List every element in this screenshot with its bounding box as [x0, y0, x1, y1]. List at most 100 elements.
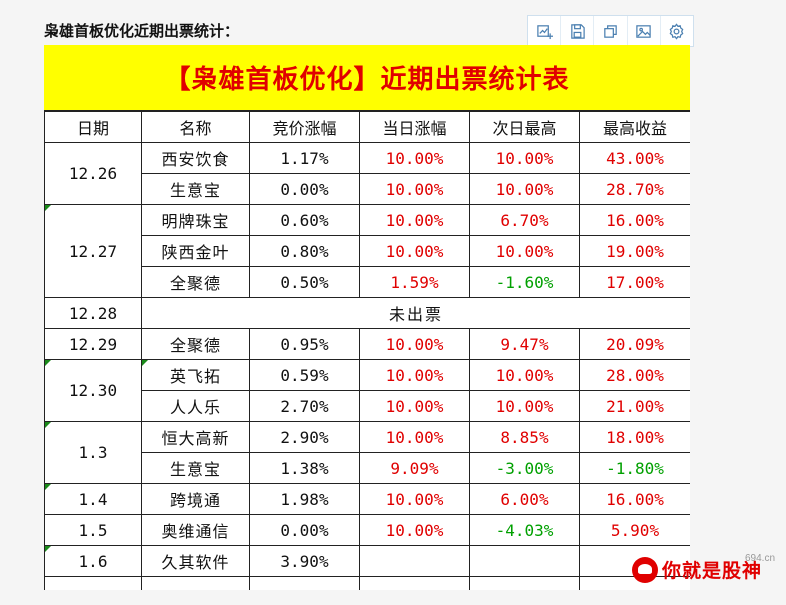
stock-name-cell: 陕西金叶 — [141, 235, 250, 267]
col-header-bid-change: 竞价涨幅 — [249, 111, 360, 143]
day-change-cell: 9.09% — [359, 452, 470, 484]
max-return-cell: 28.00% — [579, 359, 690, 391]
max-return-cell: 20.09% — [579, 328, 690, 360]
day-change-cell: 1.59% — [359, 266, 470, 298]
empty-cell — [141, 576, 250, 590]
bid-change-cell: 1.38% — [249, 452, 360, 484]
day-change-cell: 10.00% — [359, 204, 470, 236]
table-row: 12.29 全聚德 0.95% 10.00% 9.47% 20.09% — [44, 328, 690, 360]
empty-row — [44, 576, 690, 590]
max-return-cell: 5.90% — [579, 514, 690, 546]
stock-name-cell: 全聚德 — [141, 266, 250, 298]
table-row: 1.5 奥维通信 0.00% 10.00% -4.03% 5.90% — [44, 514, 690, 546]
watermark: 你就是股神 — [632, 556, 762, 583]
date-cell: 1.6 — [44, 545, 142, 577]
table-row: 12.28 未出票 — [44, 297, 690, 329]
date-cell: 1.3 — [44, 421, 142, 484]
next-high-cell: -3.00% — [469, 452, 580, 484]
stock-name-cell: 明牌珠宝 — [141, 204, 250, 236]
table-title-banner: 【枭雄首板优化】近期出票统计表 — [44, 45, 690, 111]
next-high-cell: 10.00% — [469, 359, 580, 391]
day-change-cell: 10.00% — [359, 421, 470, 453]
stock-name-cell: 跨境通 — [141, 483, 250, 515]
day-change-cell: 10.00% — [359, 328, 470, 360]
page-heading: 枭雄首板优化近期出票统计： — [44, 22, 240, 40]
bid-change-cell: 2.70% — [249, 390, 360, 422]
next-high-cell: 10.00% — [469, 235, 580, 267]
max-return-cell: 21.00% — [579, 390, 690, 422]
stats-table: 日期 名称 竞价涨幅 当日涨幅 次日最高 最高收益 12.26 西安饮食 1.1… — [44, 111, 690, 590]
day-change-cell: 10.00% — [359, 142, 470, 174]
bid-change-cell: 0.60% — [249, 204, 360, 236]
next-high-cell: 10.00% — [469, 390, 580, 422]
date-cell: 12.27 — [44, 204, 142, 298]
max-return-cell: 43.00% — [579, 142, 690, 174]
col-header-date: 日期 — [44, 111, 142, 143]
bid-change-cell: 2.90% — [249, 421, 360, 453]
max-return-cell: 19.00% — [579, 235, 690, 267]
next-high-cell: -1.60% — [469, 266, 580, 298]
fish-logo-icon — [632, 556, 658, 583]
save-button[interactable] — [561, 16, 595, 46]
stock-name-cell: 英飞拓 — [141, 359, 250, 391]
table-row: 12.27 明牌珠宝 0.60% 10.00% 6.70% 16.00% — [44, 204, 690, 298]
next-high-cell: 8.85% — [469, 421, 580, 453]
table-row: 12.30 英飞拓 0.59% 10.00% 10.00% 28.00% — [44, 359, 690, 422]
max-return-cell: -1.80% — [579, 452, 690, 484]
bid-change-cell: 0.50% — [249, 266, 360, 298]
col-header-next-high: 次日最高 — [469, 111, 580, 143]
watermark-text: 你就是股神 — [662, 560, 763, 582]
day-change-cell: 10.00% — [359, 173, 470, 205]
copy-button[interactable] — [594, 16, 628, 46]
table-row: 1.6 久其软件 3.90% — [44, 545, 690, 577]
day-change-cell — [359, 545, 470, 577]
next-high-cell: 6.70% — [469, 204, 580, 236]
bid-change-cell: 0.59% — [249, 359, 360, 391]
date-cell: 12.29 — [44, 328, 142, 360]
date-cell: 12.28 — [44, 297, 142, 329]
date-cell: 12.26 — [44, 142, 142, 205]
stock-name-cell: 全聚德 — [141, 328, 250, 360]
day-change-cell: 10.00% — [359, 235, 470, 267]
stock-name-cell: 生意宝 — [141, 452, 250, 484]
next-high-cell: 10.00% — [469, 142, 580, 174]
stock-name-cell: 西安饮食 — [141, 142, 250, 174]
day-change-cell: 10.00% — [359, 514, 470, 546]
col-header-name: 名称 — [141, 111, 250, 143]
chart-add-icon — [536, 24, 553, 39]
col-header-day-change: 当日涨幅 — [359, 111, 470, 143]
empty-cell — [44, 576, 142, 590]
day-change-cell: 10.00% — [359, 390, 470, 422]
date-cell: 1.5 — [44, 514, 142, 546]
save-icon — [571, 23, 585, 39]
bid-change-cell: 1.98% — [249, 483, 360, 515]
max-return-cell: 17.00% — [579, 266, 690, 298]
empty-cell — [359, 576, 470, 590]
table-row: 陕西金叶 0.80% 10.00% 10.00% 19.00% — [45, 235, 690, 267]
stock-name-cell: 生意宝 — [141, 173, 250, 205]
no-ticket-note: 未出票 — [141, 297, 690, 329]
max-return-cell: 16.00% — [579, 204, 690, 236]
bid-change-cell: 0.95% — [249, 328, 360, 360]
table-row: 12.26 西安饮食 1.17% 10.00% 10.00% 43.00% — [44, 142, 690, 205]
empty-cell — [469, 576, 580, 590]
settings-icon — [670, 22, 684, 40]
stock-name-cell: 奥维通信 — [141, 514, 250, 546]
next-high-cell: 10.00% — [469, 173, 580, 205]
image-icon — [636, 24, 651, 38]
date-cell: 12.30 — [44, 359, 142, 422]
image-button[interactable] — [628, 16, 661, 46]
chart-add-button[interactable] — [528, 16, 562, 46]
next-high-cell — [469, 545, 580, 577]
bid-change-cell: 3.90% — [249, 545, 360, 577]
copy-icon — [604, 24, 617, 38]
image-toolbar — [527, 15, 694, 47]
settings-button[interactable] — [661, 16, 693, 46]
empty-cell — [249, 576, 360, 590]
header-row: 日期 名称 竞价涨幅 当日涨幅 次日最高 最高收益 — [44, 111, 690, 143]
stock-name-cell: 恒大高新 — [141, 421, 250, 453]
stock-name-cell: 人人乐 — [141, 390, 250, 422]
bid-change-cell: 0.00% — [249, 514, 360, 546]
bid-change-cell: 1.17% — [249, 142, 360, 174]
stats-sheet: 【枭雄首板优化】近期出票统计表 日期 名称 竞价涨幅 当日涨幅 次日最高 最高收… — [44, 45, 690, 590]
